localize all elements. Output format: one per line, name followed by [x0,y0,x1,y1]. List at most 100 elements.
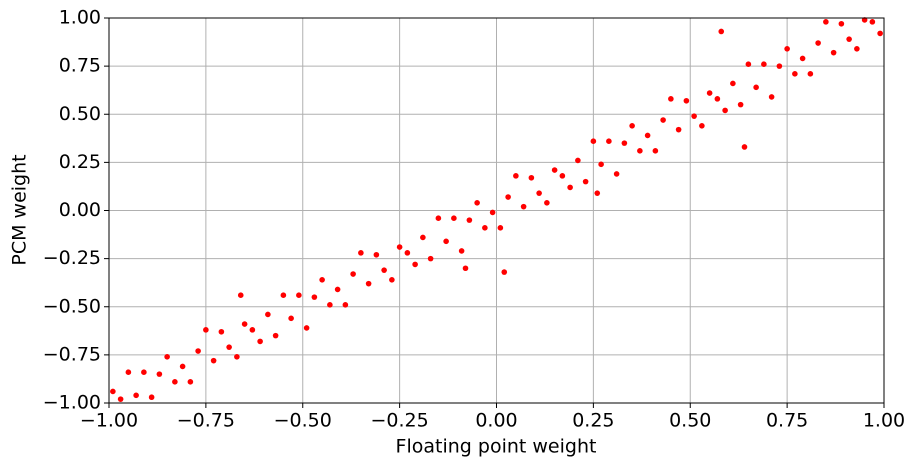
point [753,84,759,91]
point [606,138,612,144]
point [598,161,604,168]
point [172,379,178,385]
point [629,123,635,129]
point [590,138,597,144]
point [644,132,651,139]
point [807,71,814,77]
point [241,321,248,327]
point [594,190,601,196]
point [125,369,132,376]
point [706,90,713,96]
x-tick-label: 0.25 [572,410,614,432]
point [327,302,333,308]
point [381,267,387,273]
point [272,332,279,339]
point [637,148,643,154]
point [489,209,496,216]
point [373,251,380,258]
point [823,19,829,25]
point [342,302,349,308]
y-tick-label: −0.75 [43,343,101,365]
x-tick-label: 0.50 [669,410,711,432]
point [237,292,244,299]
point [815,40,821,46]
point [482,225,488,231]
point [404,250,411,256]
point [544,200,550,206]
point [226,344,232,350]
point [582,178,589,185]
point [412,261,418,268]
y-tick-label: 0.50 [59,103,101,125]
point [730,80,736,87]
point [311,294,318,300]
point [652,148,659,154]
point [505,194,511,200]
point [784,46,790,52]
point [141,369,147,376]
point [528,174,535,181]
point [466,217,473,223]
y-tick-label: −0.25 [43,247,101,269]
point [203,327,209,333]
point [319,277,325,283]
point [501,269,508,275]
point [148,394,155,401]
point [420,234,426,241]
point [683,97,690,104]
point [365,280,372,287]
y-tick-label: 0.25 [59,151,101,173]
point [536,190,542,196]
point [210,357,217,364]
point [497,225,504,231]
point [443,238,449,245]
point [668,96,674,102]
point [133,392,139,399]
point [846,36,852,42]
point [110,388,116,395]
point [195,348,201,354]
point [621,140,628,146]
point [458,248,465,254]
point [799,55,806,62]
point [691,113,697,119]
y-tick-label: 0.75 [59,55,101,77]
point [288,315,294,322]
x-tick-label: −0.25 [371,410,429,432]
point [474,200,480,206]
x-tick-label: 1.00 [863,410,905,432]
point [218,328,225,335]
point [768,94,775,100]
x-tick-label: 0.75 [766,410,808,432]
point [513,173,519,179]
point [303,325,310,331]
point [451,215,457,221]
point [396,244,403,250]
point [718,28,725,35]
point [559,173,566,179]
point [296,292,302,299]
point [838,20,845,27]
point [435,215,442,221]
point [234,354,240,360]
x-tick-label: −0.75 [177,410,235,432]
point [156,371,163,377]
point [737,101,744,108]
y-tick-label: 1.00 [59,7,101,29]
point [249,327,256,333]
point [551,167,558,173]
point [520,203,527,210]
plot-frame [108,17,885,404]
point [389,277,395,283]
point [854,46,860,52]
point [722,107,728,114]
y-axis-label: PCM weight [9,154,31,265]
point [179,363,186,370]
point [861,17,868,23]
point [427,255,434,262]
point [187,379,194,385]
y-tick-label: −1.00 [43,392,101,414]
point [714,96,721,102]
point [117,396,124,402]
